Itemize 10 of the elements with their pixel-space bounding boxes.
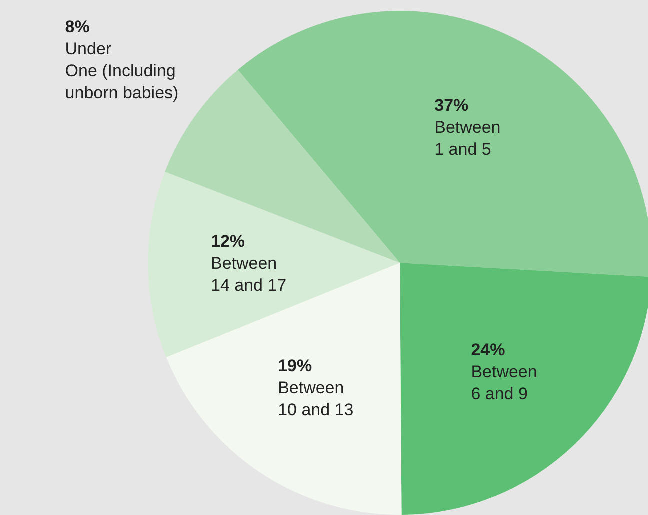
data-label: 8% [65, 18, 90, 37]
slice-label: Between 14 and 17 [210, 254, 287, 296]
data-label: 12% [210, 232, 246, 252]
data-label: 24% [471, 340, 506, 360]
slice-label: Under One (Including unborn babies) [65, 40, 179, 103]
slice-label: Between 1 and 5 [434, 118, 501, 159]
slice-label: Between 6 and 9 [471, 362, 538, 404]
slice-label: Between 10 and 13 [278, 378, 354, 420]
data-label: 37% [434, 96, 469, 115]
data-label: 19% [278, 356, 312, 376]
